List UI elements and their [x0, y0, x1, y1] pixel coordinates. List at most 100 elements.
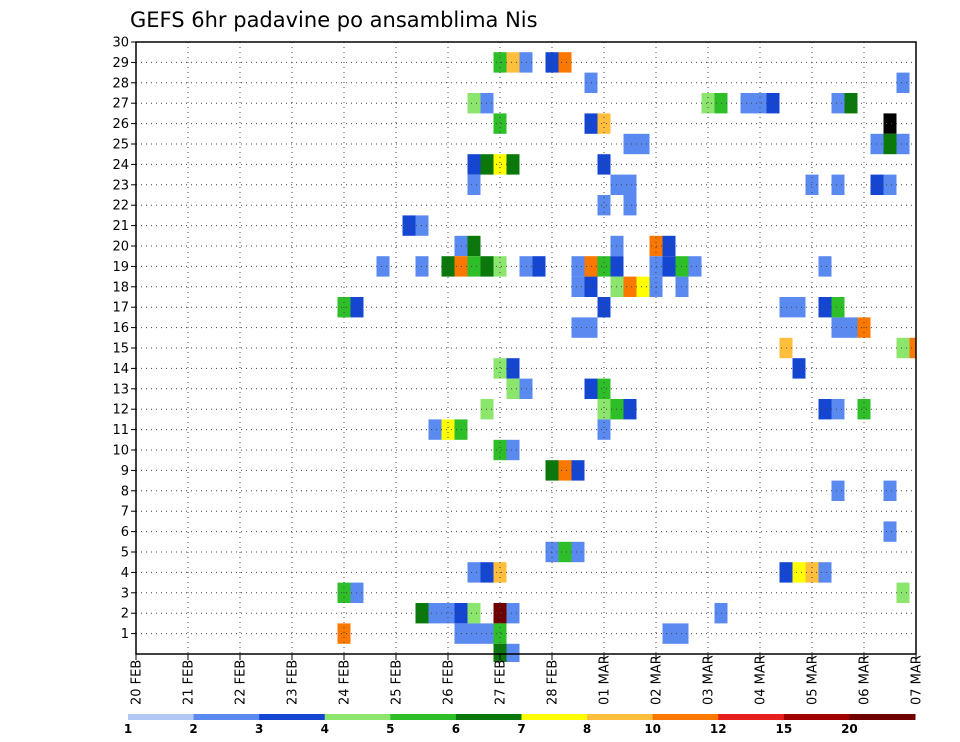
data-cell: [883, 133, 897, 155]
y-tick-label: 26: [112, 117, 129, 132]
colorbar-swatch: [849, 714, 916, 720]
data-cell: [558, 541, 572, 563]
y-axis: 1234567891011121314151617181920212223242…: [112, 36, 136, 642]
y-tick-label: 22: [112, 199, 129, 214]
data-cell: [467, 256, 481, 277]
data-cell: [766, 93, 780, 114]
data-cell: [792, 297, 806, 318]
colorbar-label: 20: [841, 722, 858, 736]
data-cell: [493, 623, 507, 644]
colorbar-label: 6: [452, 722, 460, 736]
data-cell: [831, 93, 845, 114]
data-cell: [636, 276, 650, 297]
data-cell: [623, 174, 637, 195]
y-tick-label: 14: [112, 362, 129, 377]
data-cell: [662, 623, 676, 644]
data-cell: [506, 439, 520, 461]
data-cell: [506, 643, 520, 662]
data-cell: [623, 133, 637, 155]
data-cell: [623, 399, 637, 420]
data-cell: [831, 297, 845, 318]
data-cell: [597, 419, 611, 440]
x-tick-label: 01 MAR: [598, 655, 613, 705]
data-cell: [623, 276, 637, 297]
data-cell: [623, 195, 637, 216]
data-cell: [428, 419, 442, 440]
data-cell: [792, 562, 806, 583]
x-axis: 20 FEB 21 FEB 22 FEB 23 FEB 24 FEB 25 FEB 26 F…: [130, 654, 925, 705]
data-cell: [896, 72, 910, 93]
data-cell: [506, 603, 520, 624]
y-tick-label: 9: [121, 464, 129, 479]
y-tick-label: 20: [112, 240, 129, 255]
data-cell: [818, 297, 832, 318]
x-tick-label: 20 FEB: [130, 660, 145, 705]
colorbar-swatch: [521, 714, 588, 720]
y-tick-label: 4: [121, 566, 129, 581]
data-cell: [506, 378, 520, 399]
colorbar-swatch: [652, 714, 719, 720]
data-cell: [571, 276, 585, 297]
x-tick-label: 22 FEB: [234, 660, 249, 705]
data-cell: [493, 439, 507, 461]
colorbar-swatch: [783, 714, 850, 720]
y-tick-label: 18: [112, 280, 129, 295]
data-cell: [818, 256, 832, 277]
x-tick-label: 21 FEB: [182, 660, 197, 705]
data-cell: [558, 52, 572, 73]
y-tick-label: 30: [112, 36, 129, 51]
data-cell: [493, 256, 507, 277]
data-cell: [857, 399, 871, 420]
colorbar-swatch: [259, 714, 326, 720]
data-cell: [467, 93, 481, 114]
x-tick-label: 23 FEB: [286, 660, 301, 705]
y-tick-label: 23: [112, 178, 129, 193]
data-cell: [831, 174, 845, 195]
colorbar-label: 2: [189, 722, 197, 736]
colorbar-label: 15: [775, 722, 792, 736]
y-tick-label: 12: [112, 403, 129, 418]
colorbar-label: 4: [321, 722, 329, 736]
colorbar-label: 3: [255, 722, 263, 736]
data-cell: [428, 603, 442, 624]
data-cell: [597, 113, 611, 134]
y-tick-label: 2: [121, 607, 129, 622]
data-cell: [532, 256, 546, 277]
data-cell: [376, 256, 390, 277]
y-tick-label: 28: [112, 76, 129, 91]
data-cell: [662, 235, 676, 257]
data-cell: [467, 603, 481, 624]
data-cell: [337, 623, 351, 644]
data-cell: [441, 256, 455, 277]
data-cell: [467, 623, 481, 644]
data-cell: [701, 93, 715, 114]
y-tick-label: 15: [112, 342, 129, 357]
data-cell: [896, 337, 910, 359]
y-tick-label: 21: [112, 219, 129, 234]
colorbar-swatch: [455, 714, 522, 720]
data-cell: [831, 399, 845, 420]
y-tick-label: 29: [112, 56, 129, 71]
data-cell: [493, 603, 507, 624]
colorbar-swatch: [193, 714, 260, 720]
data-cell: [571, 256, 585, 277]
data-cell: [441, 603, 455, 624]
y-tick-label: 5: [121, 546, 129, 561]
y-tick-label: 13: [112, 382, 129, 397]
data-cell: [506, 154, 520, 175]
data-cell: [571, 317, 585, 338]
y-tick-label: 19: [112, 260, 129, 275]
data-cell: [506, 358, 520, 379]
data-cell: [818, 399, 832, 420]
data-cell: [753, 93, 767, 114]
data-cell: [571, 460, 585, 481]
colorbar-label: 8: [583, 722, 591, 736]
y-tick-label: 6: [121, 525, 129, 540]
chart-title: GEFS 6hr padavine po ansamblima Nis: [130, 8, 538, 32]
data-cell: [909, 337, 916, 359]
y-tick-label: 7: [121, 505, 129, 520]
colorbar-swatch: [324, 714, 391, 720]
colorbar: 1 2 3 4 5 6 7 8 10 12 15 20: [124, 714, 916, 736]
data-cell: [493, 358, 507, 379]
